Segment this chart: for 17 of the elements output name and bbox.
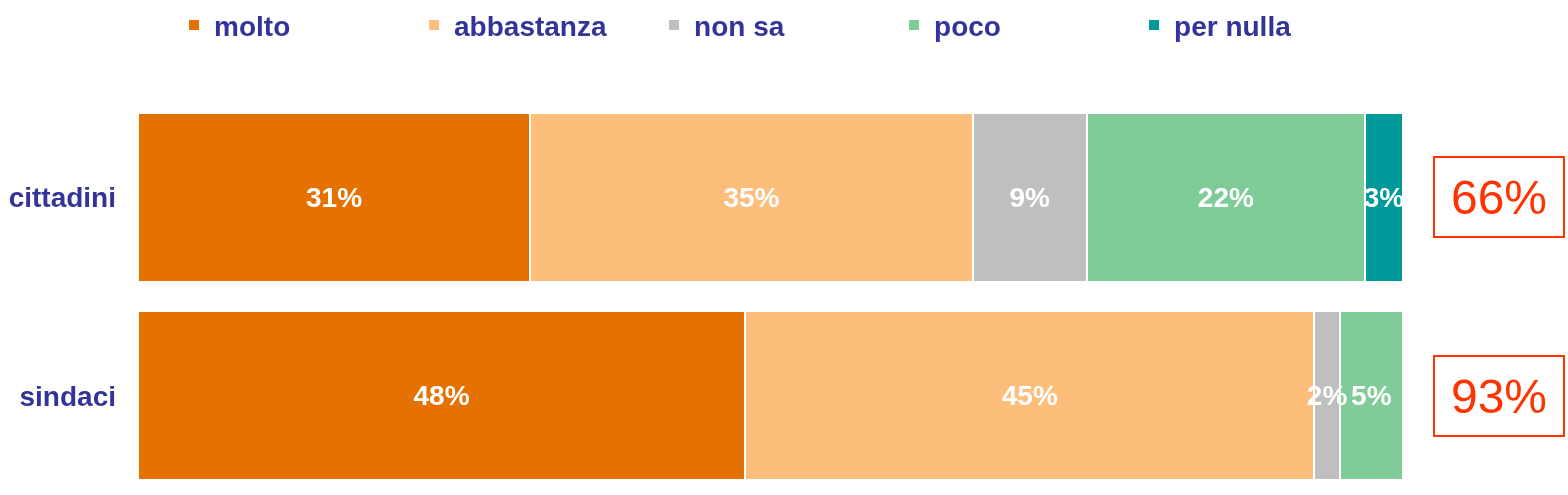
data-label: 45%	[1001, 380, 1058, 412]
legend-label: abbastanza	[454, 10, 607, 42]
y-tick-label: sindaci	[19, 380, 116, 412]
legend-label: per nulla	[1174, 10, 1292, 42]
data-label: 31%	[306, 181, 363, 213]
data-label: 3%	[1363, 181, 1405, 213]
legend-label: non sa	[694, 10, 785, 42]
data-label: 35%	[723, 181, 780, 213]
data-label: 9%	[1009, 181, 1051, 213]
legend-label: poco	[934, 10, 1001, 42]
text: 66%	[1450, 170, 1548, 224]
data-label: 5%	[1351, 380, 1392, 412]
y-tick-label: cittadini	[8, 182, 116, 214]
data-label: 48%	[413, 380, 470, 412]
text: 93%	[1450, 369, 1548, 423]
data-label: 22%	[1197, 181, 1254, 213]
legend-label: molto	[214, 10, 291, 42]
